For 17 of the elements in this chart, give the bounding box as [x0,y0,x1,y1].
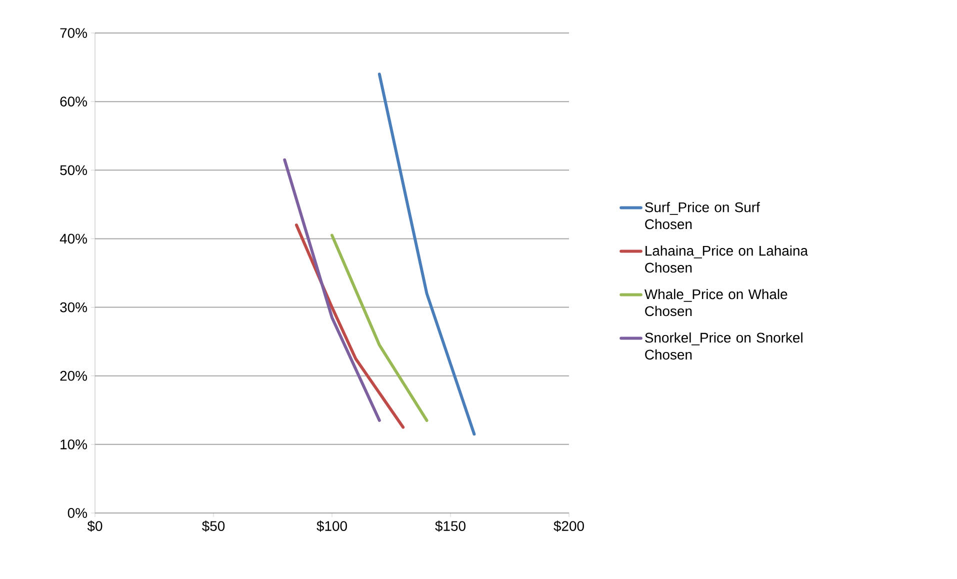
x-tick-label: $150 [435,520,466,532]
legend-label: Snorkel_Price on Snorkel Chosen [645,332,802,360]
y-tick-label: 50% [60,165,87,176]
legend-label: Lahaina_Price on Lahaina Chosen [645,245,808,273]
y-tick-label: 60% [60,96,87,107]
x-tick-label: $100 [316,520,347,532]
x-tick-label: $200 [554,520,584,532]
legend-label: Surf_Price on Surf Chosen [645,202,760,230]
y-tick-label: 30% [60,302,87,312]
x-tick-label: $50 [202,520,225,532]
legend-label: Whale_Price on Whale Chosen [644,288,788,316]
y-tick-label: 20% [60,370,87,381]
y-tick-label: 70% [60,28,87,38]
x-tick-label: $0 [87,520,102,532]
y-tick-label: 40% [60,234,87,244]
y-tick-label: 10% [60,439,87,450]
y-tick-label: 0% [68,508,87,518]
